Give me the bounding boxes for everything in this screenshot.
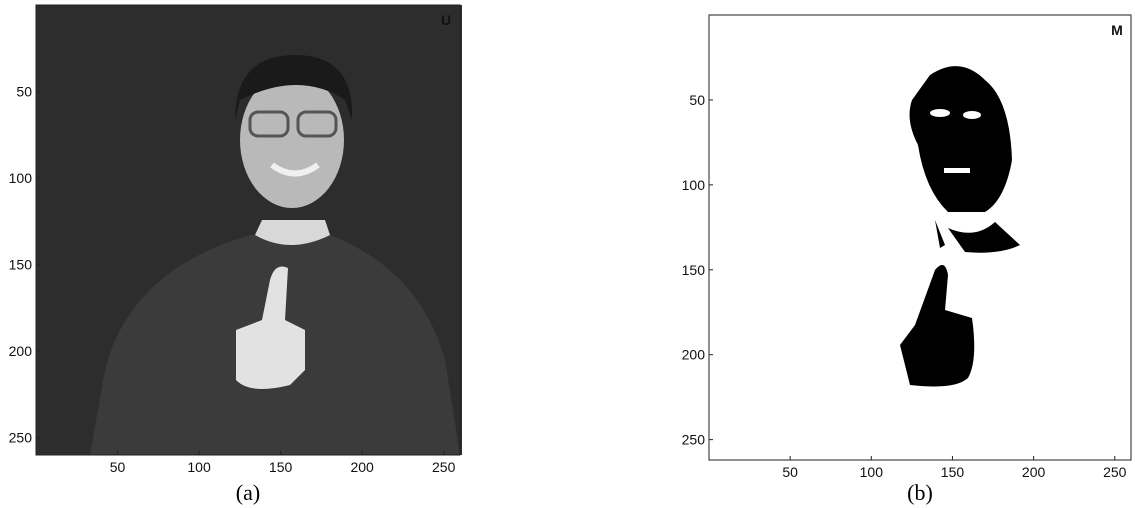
caption: (a) [236, 480, 260, 505]
x-tick-label: 100 [860, 464, 884, 480]
x-tick-label: 200 [350, 459, 374, 475]
x-tick-label: 100 [187, 459, 211, 475]
caption: (b) [907, 480, 933, 505]
segmentation-mask [709, 15, 1133, 462]
y-tick-label: 250 [9, 430, 33, 446]
x-tick-label: 150 [941, 464, 965, 480]
figure: 50 100 150 200 250 50 100 150 200 250 U (a) 50 100 150… [0, 0, 1135, 508]
y-tick-label: 150 [682, 262, 706, 278]
x-tick-label: 250 [432, 459, 456, 475]
x-tick-label: 150 [269, 459, 293, 475]
y-tick-label: 150 [9, 257, 33, 273]
y-tick-label: 50 [689, 92, 705, 108]
y-tick-label: 200 [9, 343, 33, 359]
y-tick-label: 250 [682, 432, 706, 448]
corner-label: U [441, 12, 451, 28]
corner-label: M [1111, 22, 1123, 38]
y-tick-label: 100 [682, 177, 706, 193]
photo [36, 5, 462, 455]
x-tick-label: 50 [110, 459, 126, 475]
y-tick-label: 200 [682, 347, 706, 363]
y-tick-label: 50 [16, 84, 32, 100]
x-tick-label: 200 [1022, 464, 1046, 480]
y-tick-label: 100 [9, 170, 33, 186]
x-tick-label: 50 [782, 464, 798, 480]
x-tick-label: 250 [1103, 464, 1127, 480]
